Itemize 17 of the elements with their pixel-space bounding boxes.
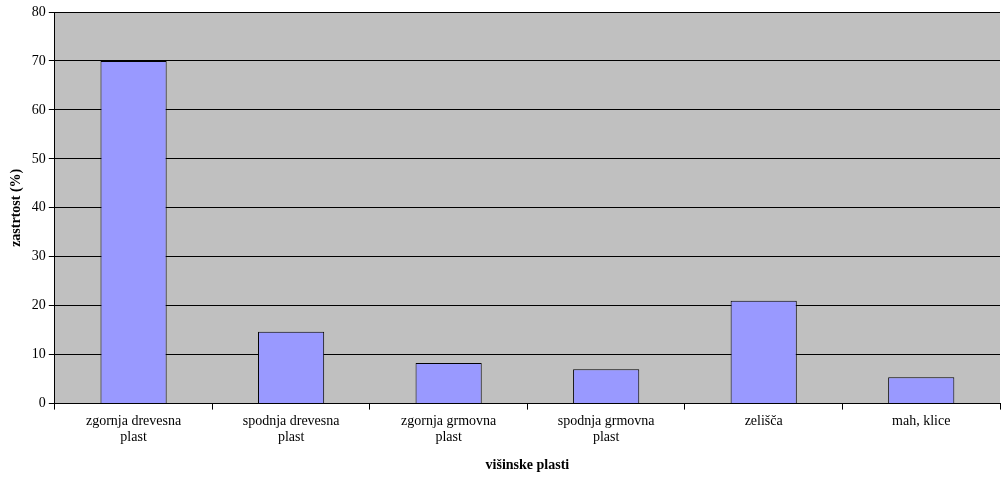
y-tick-label: 80 xyxy=(31,3,46,19)
x-tick-label: zelišča xyxy=(744,412,784,428)
y-tick-label: 70 xyxy=(31,52,46,68)
y-axis-title: zastrtost (%) xyxy=(8,168,25,247)
y-tick-label: 40 xyxy=(31,199,46,215)
y-tick-label: 20 xyxy=(31,297,46,313)
y-tick-label: 0 xyxy=(38,395,46,411)
y-tick-label: 30 xyxy=(31,248,46,264)
y-tick-label: 50 xyxy=(31,150,46,166)
x-tick-label: zgornja drevesna plast xyxy=(85,412,182,445)
x-tick-label: spodnja grmovna plast xyxy=(557,412,656,445)
y-tick-label: 10 xyxy=(31,346,46,362)
x-axis-title: višinske plasti xyxy=(485,457,570,473)
x-tick-label: zgornja grmovna plast xyxy=(401,412,498,445)
x-tick-label: spodnja drevesna plast xyxy=(242,412,341,445)
x-tick-label: mah, klice xyxy=(892,412,951,428)
y-tick-label: 60 xyxy=(31,101,46,117)
